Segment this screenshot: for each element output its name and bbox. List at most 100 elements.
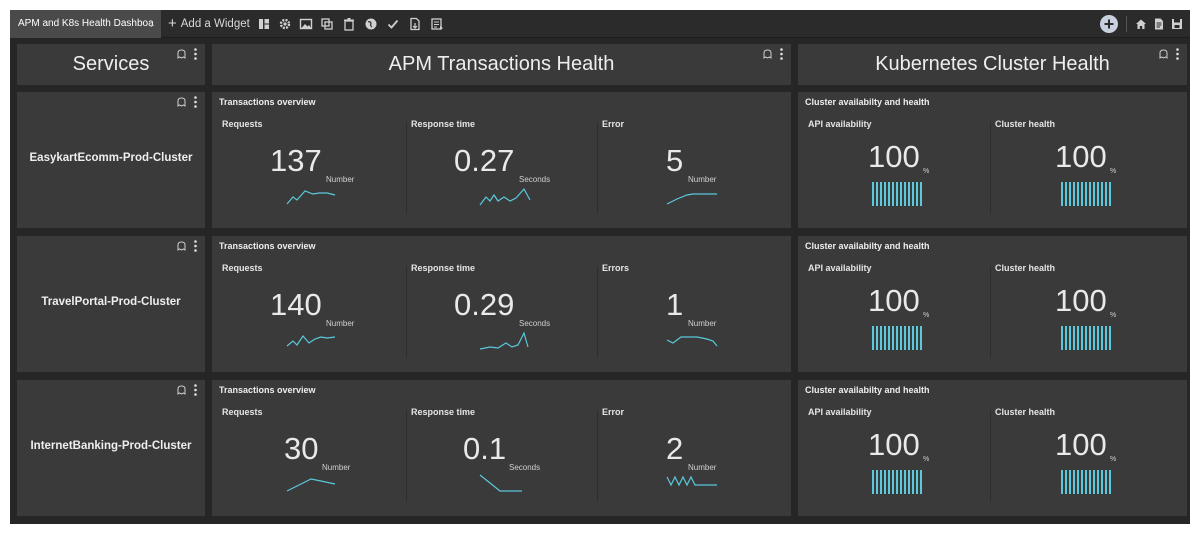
- toolbar-divider: [1126, 16, 1127, 32]
- lock-icon[interactable]: [177, 385, 186, 395]
- apm-widget: Transactions overview Requests 140 Numbe…: [212, 236, 791, 372]
- cluster-health-metric[interactable]: Cluster health 100 %: [991, 403, 1181, 503]
- report-icon[interactable]: [430, 17, 444, 31]
- metric-value: 100: [1055, 427, 1107, 462]
- lock-icon[interactable]: [1159, 49, 1168, 59]
- services-header-panel: Services: [17, 44, 205, 85]
- document-icon[interactable]: [1152, 17, 1166, 31]
- metric-label: Cluster health: [995, 263, 1056, 273]
- error-metric[interactable]: Error 5 Number: [598, 115, 788, 215]
- more-options-icon[interactable]: [780, 48, 783, 60]
- health-bar: [1061, 326, 1111, 350]
- widget-title: Cluster availabilty and health: [805, 241, 930, 251]
- metric-value: 0.27: [454, 143, 515, 178]
- metric-value: 0.1: [463, 431, 507, 466]
- requests-metric[interactable]: Requests 30 Number: [218, 403, 404, 503]
- more-options-icon[interactable]: [194, 48, 197, 60]
- api-availability-metric[interactable]: API availability 100 %: [804, 115, 989, 215]
- lock-icon[interactable]: [177, 49, 186, 59]
- panel-controls: [177, 384, 197, 398]
- lock-icon[interactable]: [177, 241, 186, 251]
- sparkline: [663, 469, 723, 495]
- response-time-metric[interactable]: Response time 0.1 Seconds: [407, 403, 597, 503]
- cluster-health-metric[interactable]: Cluster health 100 %: [991, 259, 1181, 359]
- export-icon[interactable]: [408, 17, 422, 31]
- metric-label: Response time: [411, 119, 476, 129]
- sparkline: [472, 469, 532, 495]
- api-availability-metric[interactable]: API availability 100 %: [804, 403, 989, 503]
- k8s-header-panel: Kubernetes Cluster Health: [798, 44, 1187, 85]
- availability-bar: [871, 326, 922, 350]
- lock-icon[interactable]: [763, 49, 772, 59]
- more-options-icon[interactable]: [194, 96, 197, 108]
- dashboard-app: APM and K8s Health Dashboa ⌄ + Add a Widg…: [10, 10, 1190, 524]
- dashboard-selector[interactable]: APM and K8s Health Dashboa ⌄: [10, 10, 161, 38]
- more-options-icon[interactable]: [194, 384, 197, 396]
- lock-icon[interactable]: [177, 97, 186, 107]
- error-metric[interactable]: Error 2 Number: [598, 403, 788, 503]
- gear-icon[interactable]: [278, 17, 292, 31]
- metric-label: API availability: [808, 263, 872, 273]
- sparkline: [472, 181, 532, 207]
- metric-unit: Number: [688, 175, 717, 184]
- service-panel: InternetBanking-Prod-Cluster: [17, 380, 205, 516]
- availability-bar: [871, 182, 922, 206]
- check-icon[interactable]: [386, 17, 400, 31]
- metric-label: Requests: [222, 263, 263, 273]
- response-time-metric[interactable]: Response time 0.29 Seconds: [407, 259, 597, 359]
- metric-unit: Seconds: [509, 463, 541, 472]
- plus-icon: +: [168, 15, 177, 32]
- widget-title: Transactions overview: [219, 97, 316, 107]
- metric-unit: %: [923, 456, 930, 463]
- metric-divider: [990, 122, 991, 214]
- metric-divider: [406, 122, 407, 214]
- error-metric[interactable]: Errors 1 Number: [598, 259, 788, 359]
- k8s-header: Kubernetes Cluster Health: [875, 53, 1110, 75]
- requests-metric[interactable]: Requests 140 Number: [218, 259, 404, 359]
- metric-value: 100: [868, 427, 920, 462]
- chevron-down-icon[interactable]: ⌄: [147, 19, 155, 29]
- service-name: EasykartEcomm-Prod-Cluster: [29, 152, 193, 164]
- metric-label: Cluster health: [995, 119, 1056, 129]
- widget-title: Cluster availabilty and health: [805, 97, 930, 107]
- trash-icon[interactable]: [342, 17, 356, 31]
- dashboard-title: APM and K8s Health Dashboa: [18, 18, 154, 29]
- sparkline: [281, 325, 341, 351]
- panel-controls: [177, 48, 197, 62]
- metric-unit: Number: [322, 463, 351, 472]
- add-widget-button[interactable]: + Add a Widget: [168, 10, 250, 38]
- save-icon[interactable]: [1170, 17, 1184, 31]
- requests-metric[interactable]: Requests 137 Number: [218, 115, 404, 215]
- service-panel: EasykartEcomm-Prod-Cluster: [17, 92, 205, 228]
- metric-unit: %: [923, 168, 930, 175]
- toolbar: APM and K8s Health Dashboa ⌄ + Add a Widg…: [10, 10, 1190, 38]
- health-bar: [1061, 182, 1111, 206]
- copy-icon[interactable]: [320, 17, 334, 31]
- globe-icon[interactable]: [364, 17, 378, 31]
- more-options-icon[interactable]: [194, 240, 197, 252]
- api-availability-metric[interactable]: API availability 100 %: [804, 259, 989, 359]
- add-circle-icon[interactable]: [1100, 15, 1118, 33]
- metric-label: API availability: [808, 119, 872, 129]
- sparkline: [281, 469, 341, 495]
- metric-unit: %: [923, 312, 930, 319]
- response-time-metric[interactable]: Response time 0.27 Seconds: [407, 115, 597, 215]
- metric-value: 100: [1055, 139, 1107, 174]
- metric-value: 5: [666, 143, 684, 178]
- metric-value: 100: [1055, 283, 1107, 318]
- cluster-health-metric[interactable]: Cluster health 100 %: [991, 115, 1181, 215]
- metric-unit: %: [1110, 312, 1117, 319]
- metric-divider: [406, 266, 407, 358]
- metric-value: 2: [666, 431, 684, 466]
- home-icon[interactable]: [1134, 17, 1148, 31]
- layout-icon[interactable]: [257, 17, 271, 31]
- metric-label: Requests: [222, 407, 263, 417]
- image-icon[interactable]: [299, 17, 313, 31]
- more-options-icon[interactable]: [1176, 48, 1179, 60]
- metric-divider: [597, 410, 598, 502]
- metric-label: Error: [602, 407, 625, 417]
- metric-value: 137: [270, 143, 322, 178]
- panel-controls: [1159, 48, 1179, 62]
- metric-label: API availability: [808, 407, 872, 417]
- sparkline: [281, 181, 341, 207]
